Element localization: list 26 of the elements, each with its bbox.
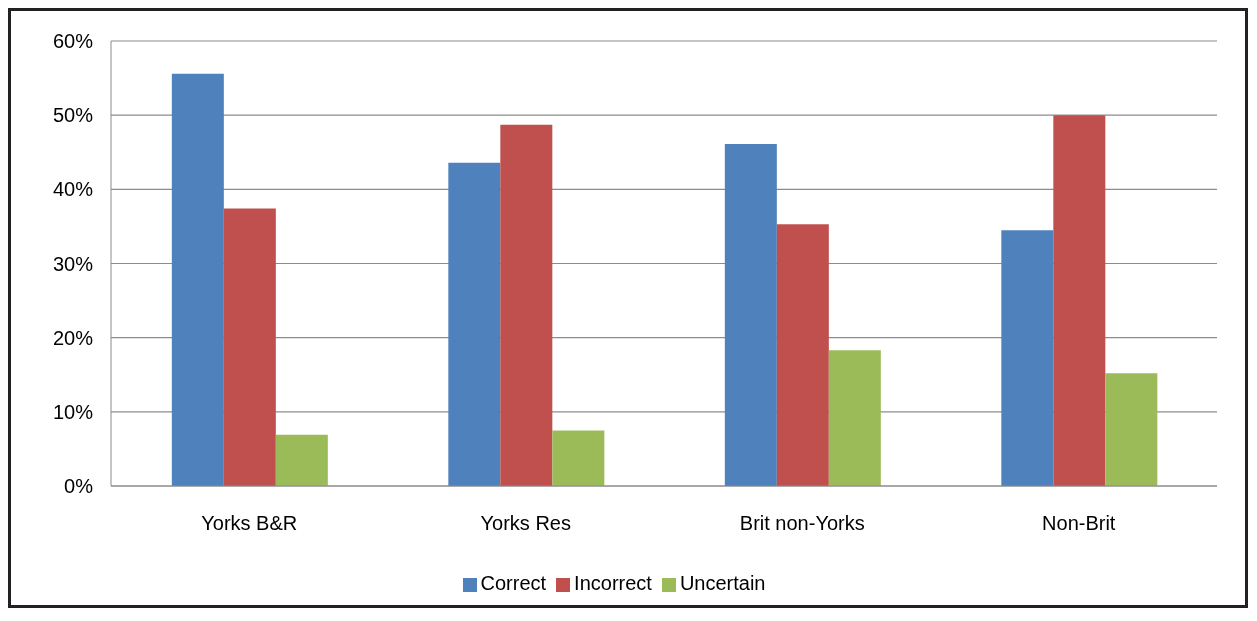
bar — [223, 208, 276, 486]
legend-label: Correct — [480, 572, 547, 594]
bar — [500, 124, 553, 486]
x-tick-label: Yorks B&R — [201, 512, 298, 535]
y-tick-label: 40% — [52, 178, 94, 201]
bar — [1001, 230, 1054, 486]
y-tick-label: 30% — [52, 252, 94, 275]
y-tick-label: 20% — [52, 326, 94, 349]
bar — [776, 224, 829, 486]
bar — [275, 434, 328, 486]
legend-label: Incorrect — [574, 572, 652, 594]
bar — [1053, 115, 1106, 486]
y-tick-label: 0% — [64, 475, 94, 498]
y-tick-label: 50% — [52, 104, 94, 127]
x-tick-label: Non-Brit — [1042, 512, 1116, 535]
bar — [1105, 373, 1158, 486]
bar — [171, 73, 224, 486]
x-tick-label: Yorks Res — [480, 512, 571, 535]
bar — [552, 430, 605, 486]
y-tick-label: 60% — [52, 30, 94, 53]
x-tick-label: Brit non-Yorks — [739, 512, 865, 535]
y-tick-label: 10% — [52, 400, 94, 423]
bar — [828, 350, 881, 486]
bar — [724, 144, 777, 486]
legend-label: Uncertain — [679, 572, 766, 594]
bar — [448, 162, 501, 486]
